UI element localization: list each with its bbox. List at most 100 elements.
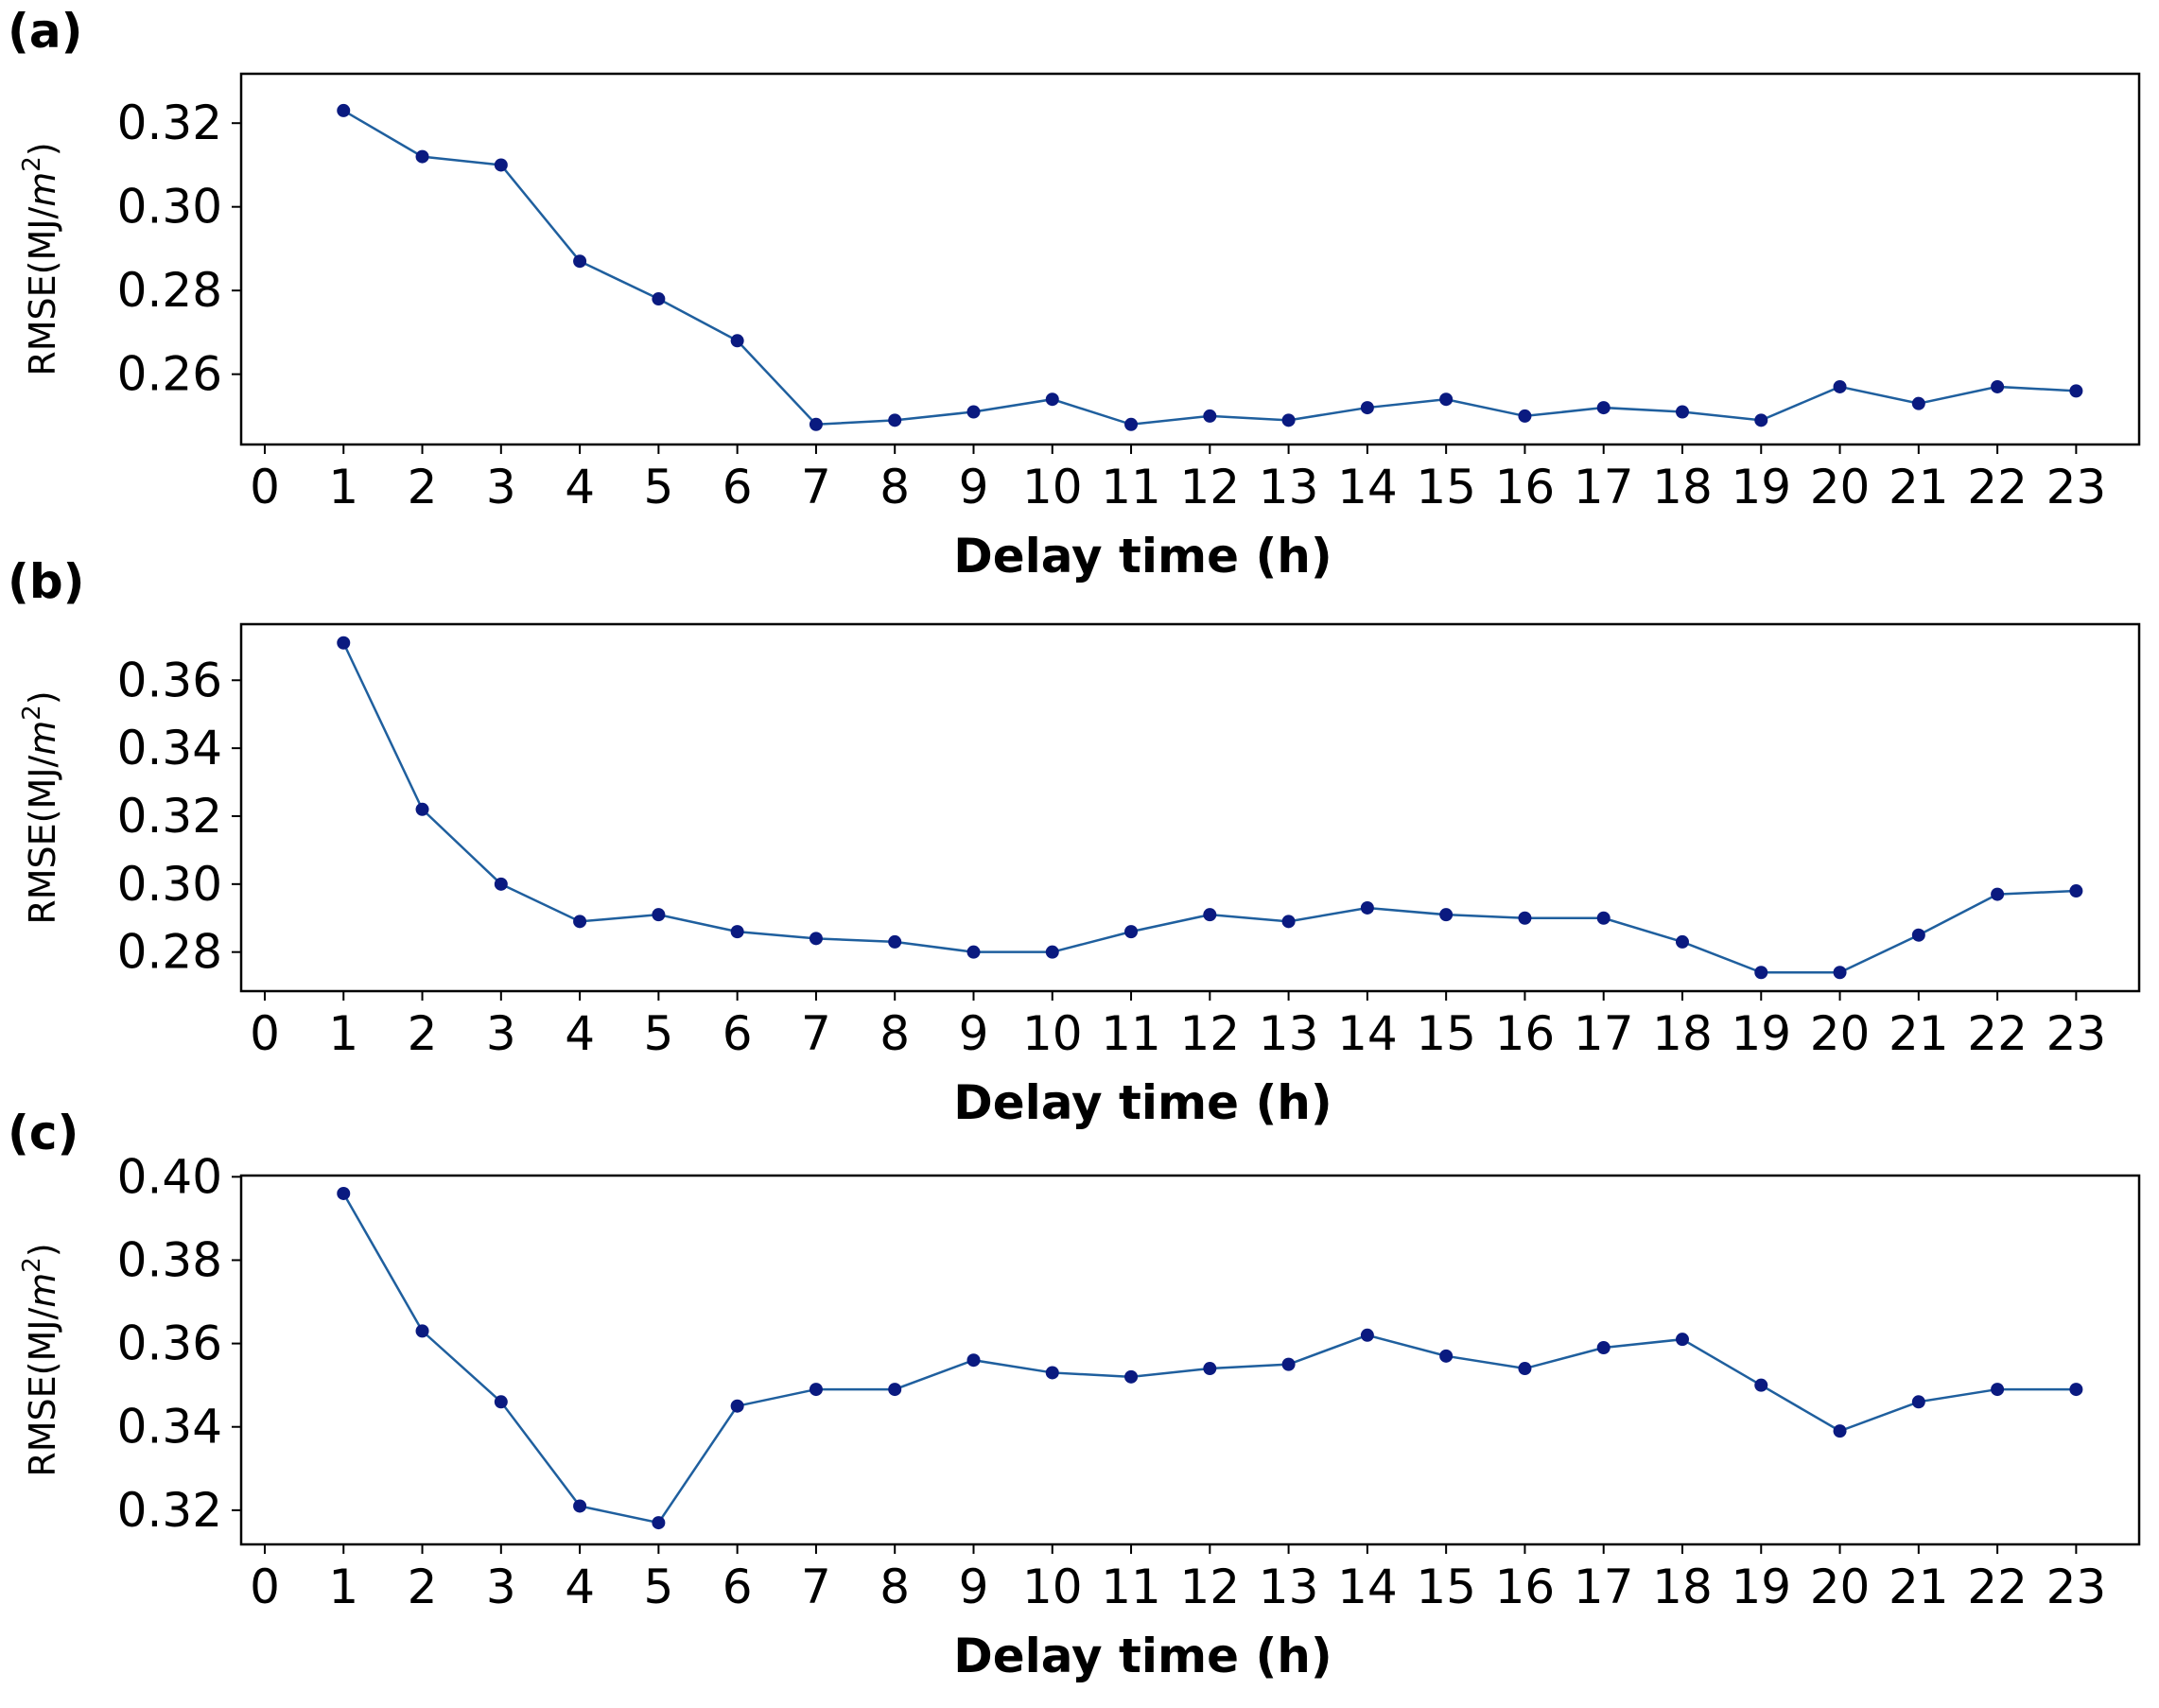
x-axis-label: Delay time (h) [953, 1075, 1332, 1130]
data-point [1911, 928, 1925, 942]
data-point [1518, 911, 1532, 925]
x-tick-label: 13 [1259, 460, 1319, 514]
x-tick-label: 15 [1416, 460, 1476, 514]
x-tick-label: 21 [1889, 1006, 1949, 1061]
x-tick-label: 18 [1652, 1560, 1713, 1614]
x-tick-label: 6 [723, 1560, 753, 1614]
x-tick-label: 22 [1967, 460, 2028, 514]
x-tick-label: 4 [565, 1560, 595, 1614]
y-axis-label: RMSE(MJ/m2) [18, 142, 63, 375]
data-point [573, 1499, 587, 1513]
x-tick-label: 17 [1574, 1006, 1634, 1061]
data-point [1281, 413, 1296, 427]
data-point [1360, 1328, 1374, 1342]
y-tick-label: 0.28 [117, 925, 222, 980]
data-point [1833, 966, 1847, 980]
x-tick-label: 0 [250, 1560, 280, 1614]
x-tick-label: 19 [1731, 1560, 1791, 1614]
y-tick-label: 0.40 [117, 1149, 222, 1204]
x-tick-label: 16 [1495, 1560, 1556, 1614]
x-tick-label: 18 [1652, 460, 1713, 514]
data-point [652, 1516, 666, 1530]
x-tick-label: 15 [1416, 1006, 1476, 1061]
data-point [494, 158, 508, 172]
data-point [337, 103, 351, 117]
x-tick-label: 12 [1180, 1560, 1241, 1614]
x-tick-label: 20 [1810, 1560, 1871, 1614]
data-point [337, 1186, 351, 1200]
data-point [1911, 1395, 1925, 1409]
data-point [888, 934, 902, 949]
data-point [1360, 900, 1374, 915]
y-tick-label: 0.30 [117, 857, 222, 912]
chart-panel-2: (b)0 1 2 3 4 5 6 7 8 9 10 11 12 13 14 15 16 17 18 19 20 21 22 2… [8, 554, 2141, 1130]
y-tick-label: 0.34 [117, 721, 222, 776]
x-tick-label: 1 [328, 1006, 358, 1061]
x-tick-label: 15 [1416, 1560, 1476, 1614]
panel-label: (a) [8, 4, 82, 59]
x-tick-label: 21 [1889, 1560, 1949, 1614]
data-point [809, 1383, 823, 1397]
x-tick-label: 20 [1810, 460, 1871, 514]
y-tick-label: 0.32 [117, 96, 222, 150]
x-tick-label: 7 [801, 1006, 831, 1061]
panel-label: (b) [8, 554, 85, 609]
x-tick-label: 5 [643, 460, 673, 514]
data-point [1045, 945, 1059, 959]
data-point [1203, 1362, 1217, 1376]
data-point [730, 925, 744, 939]
data-point [1991, 1383, 2005, 1397]
data-point [1124, 1369, 1139, 1384]
x-tick-label: 7 [801, 460, 831, 514]
x-tick-label: 18 [1652, 1006, 1713, 1061]
x-tick-label: 4 [565, 460, 595, 514]
data-point [1124, 925, 1139, 939]
data-point [1518, 1362, 1532, 1376]
x-tick-label: 14 [1337, 1006, 1398, 1061]
x-tick-label: 2 [408, 460, 438, 514]
data-point [1439, 908, 1454, 922]
data-point [1596, 911, 1611, 925]
x-tick-label: 9 [959, 1560, 989, 1614]
x-tick-label: 1 [328, 460, 358, 514]
y-tick-label: 0.36 [117, 653, 222, 707]
series-line [342, 1193, 2077, 1525]
x-tick-label: 23 [2046, 1560, 2107, 1614]
data-point [1991, 887, 2005, 901]
y-tick-label: 0.30 [117, 180, 222, 235]
x-tick-label: 8 [879, 1560, 910, 1614]
x-tick-label: 3 [486, 1006, 516, 1061]
axes-frame [239, 622, 2141, 993]
data-point [809, 932, 823, 946]
data-point [1281, 915, 1296, 929]
data-point [1045, 1366, 1059, 1380]
x-tick-label: 11 [1101, 1006, 1161, 1061]
data-point [2069, 884, 2083, 898]
data-point [1203, 908, 1217, 922]
x-tick-label: 10 [1022, 1560, 1083, 1614]
x-tick-label: 6 [723, 460, 753, 514]
x-tick-label: 17 [1574, 1560, 1634, 1614]
data-point [809, 417, 823, 431]
y-tick-label: 0.26 [117, 347, 222, 402]
data-point [888, 1383, 902, 1397]
y-axis-label: RMSE(MJ/m2) [18, 1243, 63, 1476]
x-tick-label: 22 [1967, 1006, 2028, 1061]
x-tick-label: 16 [1495, 460, 1556, 514]
x-tick-label: 19 [1731, 460, 1791, 514]
x-tick-label: 3 [486, 1560, 516, 1614]
data-point [652, 908, 666, 922]
x-tick-label: 12 [1180, 1006, 1241, 1061]
data-point [1991, 379, 2005, 393]
x-tick-label: 8 [879, 1006, 910, 1061]
x-tick-label: 0 [250, 460, 280, 514]
x-tick-label: 4 [565, 1006, 595, 1061]
x-tick-label: 2 [408, 1560, 438, 1614]
data-point [573, 254, 587, 269]
data-point [494, 1395, 508, 1409]
data-point [337, 636, 351, 650]
data-point [1518, 409, 1532, 423]
x-tick-label: 2 [408, 1006, 438, 1061]
x-tick-label: 5 [643, 1560, 673, 1614]
data-point [1754, 1378, 1768, 1392]
